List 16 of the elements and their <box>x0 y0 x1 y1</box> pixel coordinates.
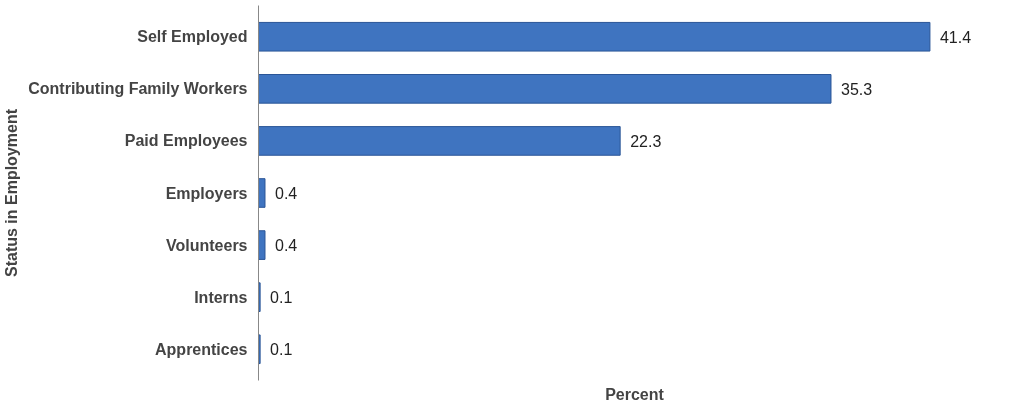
x-axis-title: Percent <box>605 385 665 403</box>
data-label: 22.3 <box>630 132 662 150</box>
data-label: 0.4 <box>274 237 298 255</box>
y-tick-label: Contributing Family Workers <box>28 80 248 98</box>
y-tick-label: Self Employed <box>137 28 248 46</box>
data-label: 0.1 <box>270 289 293 307</box>
y-tick-label: Interns <box>194 288 248 306</box>
data-label: 0.4 <box>274 185 298 202</box>
y-tick-label: Employers <box>165 184 248 202</box>
data-label: 0.1 <box>270 341 293 359</box>
data-label: 41.4 <box>939 28 972 46</box>
y-tick-label: Volunteers <box>166 236 248 254</box>
y-tick-label: Apprentices <box>155 340 248 358</box>
data-label: 35.3 <box>841 80 873 98</box>
y-tick-label: Paid Employees <box>124 132 248 150</box>
y-axis-title: Status in Employment <box>3 108 21 278</box>
